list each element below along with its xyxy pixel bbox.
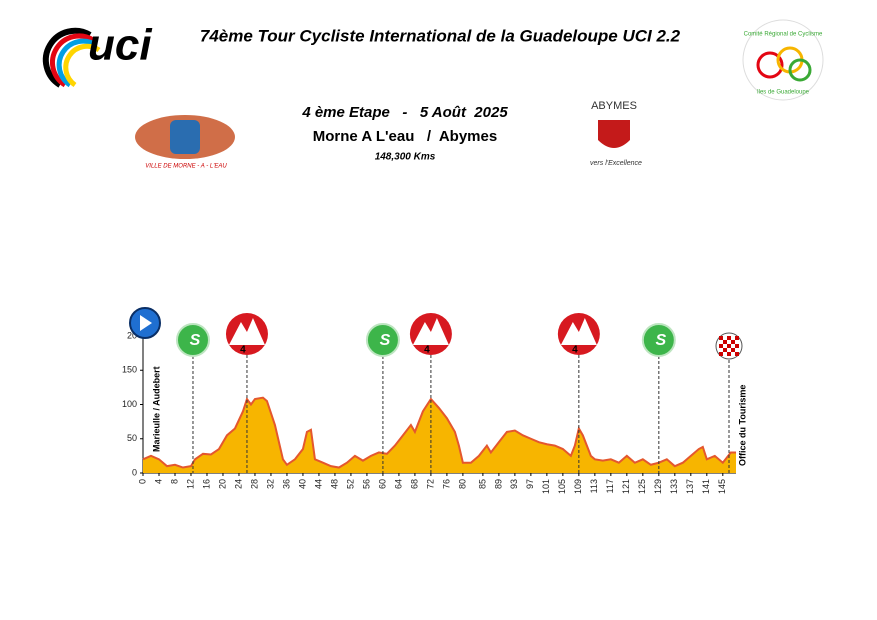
finish-check: [719, 344, 723, 348]
finish-check: [735, 336, 739, 340]
abymes-crest: ABYMES vers l'Excellence: [590, 100, 642, 167]
sprint-symbol: S: [655, 332, 666, 349]
x-tick-label: 64: [393, 479, 403, 489]
x-tick-label: 109: [573, 479, 583, 494]
climb-category: 4: [424, 345, 430, 356]
x-tick-label: 32: [265, 479, 275, 489]
climb-category: 4: [572, 345, 578, 356]
finish-check: [727, 344, 731, 348]
distance: 148,300 Kms: [375, 152, 436, 163]
finish-check: [727, 336, 731, 340]
town-right-motto: vers l'Excellence: [590, 160, 642, 167]
x-tick-label: 20: [217, 479, 227, 489]
x-tick-label: 72: [425, 479, 435, 489]
y-tick-label: 0: [132, 467, 137, 477]
x-tick-label: 105: [557, 479, 567, 494]
committee-top: Comité Régional de Cyclisme: [744, 32, 823, 38]
x-tick-label: 117: [605, 479, 615, 493]
x-tick-label: 76: [441, 479, 451, 489]
finish-check: [735, 344, 739, 348]
town-right: ABYMES: [591, 100, 637, 112]
x-tick-label: 28: [249, 479, 259, 489]
x-tick-label: 141: [701, 479, 711, 494]
climb-mountain: [560, 318, 597, 345]
climb-category: 4: [240, 345, 246, 356]
finish-check: [719, 352, 723, 356]
profile-line: [142, 396, 736, 469]
finish-check: [719, 336, 723, 340]
x-tick-label: 145: [717, 479, 727, 494]
x-tick-label: 60: [377, 479, 387, 489]
finish-check: [731, 340, 735, 344]
finish-label: Office du Tourisme: [737, 385, 747, 466]
y-tick-label: 20: [127, 330, 137, 340]
finish-check: [723, 340, 727, 344]
x-tick-label: 36: [281, 479, 291, 489]
x-tick-label: 56: [361, 479, 371, 489]
title: 74ème Tour Cycliste International de la …: [200, 26, 681, 45]
finish-check: [723, 348, 727, 352]
x-tick-label: 8: [169, 479, 179, 484]
x-tick-label: 80: [457, 479, 467, 489]
x-tick-label: 0: [137, 479, 147, 484]
sprint-icon: [365, 323, 400, 357]
x-tick-label: 93: [509, 479, 519, 489]
route: Morne A L'eau / Abymes: [313, 128, 497, 145]
x-tick-label: 89: [493, 479, 503, 489]
finish-check: [727, 352, 731, 356]
committee-logo: Comité Régional de Cyclisme Iles de Guad…: [742, 19, 824, 101]
x-tick-label: 12: [185, 479, 195, 489]
x-tick-label: 137: [685, 479, 695, 494]
x-tick-label: 125: [637, 479, 647, 494]
y-tick-label: 50: [127, 433, 137, 443]
town-left: VILLE DE MORNE - A - L'EAU: [145, 164, 227, 170]
sprint-icon: [641, 323, 676, 357]
x-tick-label: 24: [233, 479, 243, 489]
x-tick-label: 48: [329, 479, 339, 489]
x-tick-label: 52: [345, 479, 355, 489]
x-tick-label: 4: [153, 479, 163, 484]
x-tick-label: 44: [313, 479, 323, 489]
x-tick-label: 121: [621, 479, 631, 494]
uci-logo: uci: [42, 21, 152, 88]
start-label: Marieulle / Audebert: [151, 366, 161, 452]
x-tick-label: 16: [201, 479, 211, 489]
finish-check: [731, 348, 735, 352]
finish-check: [735, 352, 739, 356]
start-arrow: [140, 315, 152, 331]
climb-mountain: [412, 318, 449, 345]
x-tick-label: 101: [541, 479, 551, 494]
climb-mountain: [228, 318, 265, 345]
uci-text: uci: [88, 21, 152, 70]
morne-a-leau-crest: VILLE DE MORNE - A - L'EAU: [135, 115, 235, 170]
x-tick-label: 133: [669, 479, 679, 494]
stage: 4 ème Etape - 5 Août 2025: [301, 104, 508, 121]
y-tick-label: 150: [122, 365, 137, 375]
x-tick-label: 68: [409, 479, 419, 489]
profile-area: [143, 397, 736, 473]
y-tick-label: 100: [122, 399, 137, 409]
x-tick-label: 113: [589, 479, 599, 493]
sprint-symbol: S: [380, 332, 391, 349]
committee-bottom: Iles de Guadeloupe: [757, 90, 810, 96]
x-tick-label: 40: [297, 479, 307, 489]
x-tick-label: 97: [525, 479, 535, 489]
x-tick-label: 85: [477, 479, 487, 489]
sprint-icon: [175, 323, 210, 357]
x-tick-label: 129: [653, 479, 663, 494]
sprint-symbol: S: [190, 332, 201, 349]
